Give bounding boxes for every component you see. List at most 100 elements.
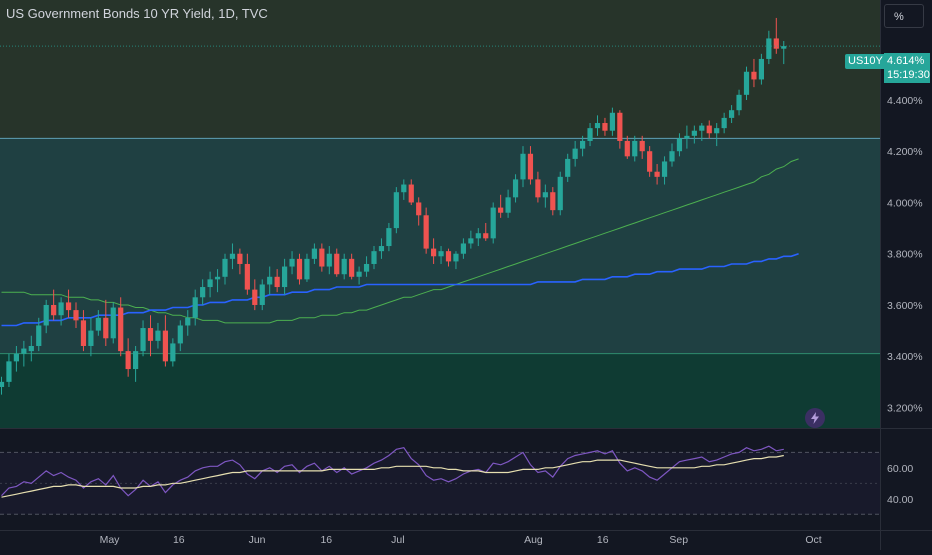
- candle-up: [580, 140, 586, 149]
- candle-down: [237, 253, 243, 264]
- candle-up: [587, 128, 593, 141]
- price-tick-label: 3.400%: [887, 351, 923, 363]
- candle-up: [691, 130, 697, 136]
- candle-up: [572, 148, 578, 159]
- candle-down: [751, 71, 757, 80]
- candle-up: [304, 258, 310, 280]
- candle-up: [371, 251, 377, 264]
- moving-average-line: [1, 158, 799, 324]
- candle-up: [505, 197, 511, 213]
- candle-down: [162, 330, 168, 362]
- time-tick-label: 16: [597, 534, 609, 546]
- time-tick-label: Sep: [669, 534, 688, 546]
- candle-down: [527, 153, 534, 180]
- lightning-icon[interactable]: [805, 408, 825, 428]
- candle-up: [214, 276, 221, 280]
- candle-up: [58, 302, 64, 316]
- last-price-badge: 4.614% 15:19:30: [884, 53, 930, 83]
- candle-up: [565, 158, 571, 177]
- candle-down: [535, 179, 541, 198]
- candle-up: [341, 258, 347, 275]
- candle-down: [706, 125, 712, 134]
- candle-up: [88, 330, 94, 346]
- price-tick-label: 3.200%: [887, 402, 923, 414]
- candle-up: [326, 253, 332, 267]
- rsi-tick-label: 40.00: [887, 494, 913, 506]
- candle-up: [21, 348, 27, 354]
- candle-down: [244, 263, 250, 290]
- candle-up: [155, 330, 161, 341]
- price-tick-label: 3.600%: [887, 300, 923, 312]
- candle-up: [669, 151, 675, 162]
- candle-up: [13, 353, 19, 362]
- candle-down: [103, 317, 109, 339]
- time-tick-label: Oct: [805, 534, 821, 546]
- time-tick-label: 16: [173, 534, 185, 546]
- candle-up: [140, 328, 146, 352]
- candle-down: [617, 112, 623, 141]
- candle-down: [445, 251, 452, 262]
- candle-down: [334, 253, 340, 275]
- candle-up: [229, 253, 236, 259]
- time-tick-label: May: [100, 534, 121, 546]
- rsi-ma-line: [1, 454, 784, 498]
- rsi-line: [1, 445, 784, 497]
- chart-title: US Government Bonds 10 YR Yield, 1D, TVC: [6, 6, 268, 21]
- candle-down: [550, 192, 556, 211]
- candle-up: [282, 266, 288, 288]
- candle-down: [639, 140, 645, 152]
- candle-up: [743, 71, 750, 95]
- candle-up: [0, 381, 5, 387]
- candle-down: [274, 276, 280, 288]
- candle-up: [594, 123, 601, 129]
- candle-up: [542, 192, 548, 198]
- candle-down: [647, 151, 653, 172]
- candle-up: [6, 361, 12, 382]
- candle-down: [423, 215, 429, 249]
- candle-up: [393, 192, 399, 229]
- price-tick-label: 3.800%: [887, 249, 923, 261]
- time-tick-label: Jul: [391, 534, 404, 546]
- candle-up: [609, 112, 615, 131]
- candle-up: [95, 317, 101, 331]
- candle-up: [401, 184, 407, 193]
- candle-up: [729, 110, 735, 118]
- time-tick-label: Aug: [524, 534, 543, 546]
- candle-up: [758, 58, 764, 80]
- candle-up: [557, 176, 563, 211]
- candle-down: [296, 258, 303, 280]
- candle-up: [133, 351, 139, 370]
- candle-up: [460, 243, 466, 254]
- candle-up: [43, 304, 49, 326]
- candle-up: [356, 271, 362, 277]
- candle-down: [624, 140, 630, 157]
- candle-down: [147, 328, 154, 341]
- price-tick-label: 4.200%: [887, 146, 923, 158]
- candle-down: [654, 171, 660, 177]
- candle-up: [222, 258, 228, 277]
- candle-up: [267, 276, 273, 285]
- candle-up: [177, 325, 183, 344]
- candle-up: [289, 258, 295, 267]
- candle-down: [349, 258, 355, 277]
- candle-up: [363, 263, 370, 272]
- candle-up: [378, 246, 385, 252]
- candle-up: [721, 117, 727, 129]
- percent-scale-button[interactable]: %: [884, 4, 924, 28]
- candle-down: [602, 123, 608, 131]
- candle-down: [51, 304, 57, 316]
- candle-up: [170, 343, 176, 362]
- candle-up: [684, 135, 690, 139]
- candle-up: [386, 228, 392, 247]
- candle-down: [73, 310, 79, 321]
- time-tick-label: 16: [320, 534, 332, 546]
- candle-down: [431, 248, 437, 257]
- candle-up: [200, 287, 206, 298]
- candle-up: [311, 248, 317, 259]
- candle-up: [36, 325, 42, 346]
- candle-up: [766, 38, 772, 59]
- candle-down: [483, 233, 489, 239]
- candle-down: [773, 38, 779, 49]
